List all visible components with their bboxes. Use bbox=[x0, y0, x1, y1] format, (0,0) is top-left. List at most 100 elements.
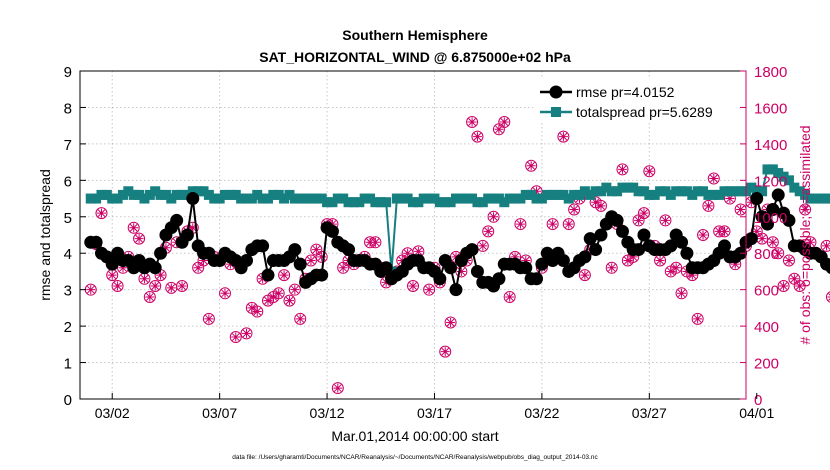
rmse-point bbox=[632, 243, 646, 257]
totalspread-point bbox=[757, 186, 768, 197]
totalspread-point bbox=[316, 193, 327, 204]
totalspread-point bbox=[644, 189, 655, 200]
obs-point bbox=[288, 283, 301, 296]
obs-point bbox=[331, 382, 344, 395]
totalspread-point bbox=[601, 182, 612, 193]
totalspread-point bbox=[338, 193, 349, 204]
legend-rmse-label: rmse pr=4.0152 bbox=[576, 84, 675, 100]
legend-spread-marker bbox=[551, 107, 561, 117]
left-tick-label: 3 bbox=[64, 283, 72, 300]
totalspread-point bbox=[805, 193, 816, 204]
totalspread-point bbox=[177, 189, 188, 200]
totalspread-point bbox=[445, 197, 456, 208]
right-axis: 0 200 400 600 800 1000 1200 1400 1600 1800 bbox=[740, 64, 787, 409]
obs-point bbox=[192, 261, 205, 274]
totalspread-point bbox=[649, 189, 660, 200]
obs-point bbox=[133, 232, 146, 245]
obs-point bbox=[272, 287, 285, 300]
totalspread-point bbox=[279, 193, 290, 204]
totalspread-point bbox=[773, 168, 784, 179]
totalspread-point bbox=[128, 189, 139, 200]
totalspread-point bbox=[322, 197, 333, 208]
x-tick-label: 04/01 bbox=[739, 405, 774, 421]
totalspread-point bbox=[246, 193, 257, 204]
obs-point bbox=[793, 280, 806, 293]
rmse-point bbox=[492, 272, 506, 286]
totalspread-point bbox=[483, 193, 494, 204]
totalspread-point bbox=[595, 186, 606, 197]
obs-point bbox=[654, 254, 667, 267]
obs-point bbox=[423, 283, 436, 296]
rmse-point bbox=[615, 224, 629, 238]
totalspread-point bbox=[606, 186, 617, 197]
legend-box bbox=[533, 79, 739, 123]
rmse-point bbox=[760, 217, 774, 231]
obs-point bbox=[315, 250, 328, 263]
totalspread-point bbox=[209, 193, 220, 204]
totalspread-point bbox=[230, 189, 241, 200]
totalspread-point bbox=[671, 186, 682, 197]
rmse-point bbox=[589, 243, 603, 257]
rmse-point bbox=[89, 235, 103, 249]
x-tick-label: 03/27 bbox=[632, 405, 667, 421]
totalspread-point bbox=[821, 193, 830, 204]
obs-point bbox=[337, 261, 350, 274]
left-axis: 0 1 2 3 4 5 6 7 8 9 bbox=[64, 64, 86, 409]
obs-point bbox=[471, 130, 484, 143]
obs-point bbox=[149, 280, 162, 293]
left-tick-label: 0 bbox=[64, 392, 72, 409]
totalspread-point bbox=[504, 193, 515, 204]
obs-point bbox=[202, 312, 215, 325]
right-tick-label: 1200 bbox=[754, 173, 787, 190]
rmse-point bbox=[782, 213, 796, 227]
right-tick-label: 1000 bbox=[754, 210, 787, 227]
totalspread-point bbox=[719, 186, 730, 197]
obs-point bbox=[369, 236, 382, 249]
obs-point bbox=[718, 225, 731, 238]
rmse-point bbox=[766, 202, 780, 216]
x-axis-label: Mar.01,2014 00:00:00 start bbox=[331, 428, 498, 444]
obs-point bbox=[632, 214, 645, 227]
obs-point bbox=[304, 254, 317, 267]
totalspread-point bbox=[424, 193, 435, 204]
obs-point bbox=[482, 225, 495, 238]
left-tick-label: 5 bbox=[64, 210, 72, 227]
totalspread-point bbox=[612, 186, 623, 197]
totalspread-point bbox=[198, 186, 209, 197]
obs-point bbox=[111, 280, 124, 293]
rmse-point bbox=[240, 254, 253, 268]
totalspread-point bbox=[348, 197, 359, 208]
rmse-point bbox=[261, 268, 275, 282]
totalspread-point bbox=[311, 193, 322, 204]
totalspread-point bbox=[117, 189, 128, 200]
totalspread-point bbox=[730, 186, 741, 197]
totalspread-point bbox=[676, 186, 687, 197]
totalspread-point bbox=[783, 175, 794, 186]
totalspread-point bbox=[703, 189, 714, 200]
totalspread-point bbox=[327, 197, 338, 208]
totalspread-point bbox=[107, 193, 118, 204]
totalspread-point bbox=[687, 189, 698, 200]
right-tick-label: 600 bbox=[754, 283, 779, 300]
totalspread-point bbox=[660, 186, 671, 197]
totalspread-point bbox=[542, 189, 553, 200]
totalspread-point bbox=[810, 193, 821, 204]
totalspread-point bbox=[520, 189, 531, 200]
legend-rmse-marker bbox=[549, 85, 563, 99]
obs-point bbox=[138, 272, 151, 285]
obs-point bbox=[525, 159, 538, 172]
left-tick-label: 1 bbox=[64, 356, 72, 373]
obs-point bbox=[562, 218, 575, 231]
obs-point bbox=[594, 199, 607, 212]
obs-point bbox=[283, 294, 296, 307]
totalspread-point bbox=[187, 186, 198, 197]
totalspread-point bbox=[816, 193, 827, 204]
rmse-point bbox=[664, 239, 678, 253]
totalspread-point bbox=[91, 193, 102, 204]
totalspread-point bbox=[735, 186, 746, 197]
obs-point bbox=[670, 261, 683, 274]
obs-point bbox=[605, 261, 618, 274]
obs-point bbox=[466, 116, 479, 129]
x-tick-label: 03/22 bbox=[524, 405, 559, 421]
rmse-point bbox=[342, 243, 356, 257]
